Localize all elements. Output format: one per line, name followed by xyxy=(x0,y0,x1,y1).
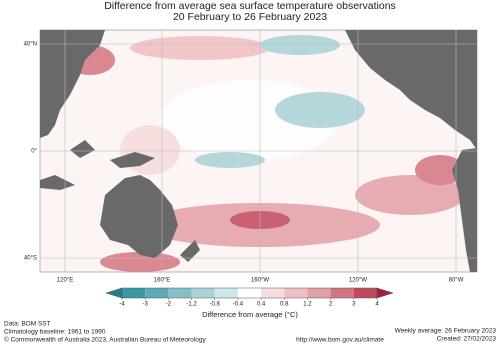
colorbar-tick-label: 4 xyxy=(375,302,379,308)
colorbar-segment xyxy=(261,288,285,298)
footer-baseline: Climatology baseline: 1961 to 1990 xyxy=(4,329,106,336)
colorbar-segment xyxy=(330,288,354,298)
footer-url: http://www.bom.gov.au/climate xyxy=(296,337,384,344)
colorbar-tick-label: -4 xyxy=(119,302,125,308)
colorbar-tick-label: -0.4 xyxy=(233,302,244,308)
lat-label: 0° xyxy=(31,149,37,155)
colorbar-segment xyxy=(237,288,262,298)
lon-label: 160°W xyxy=(251,278,269,284)
graticule xyxy=(40,30,477,272)
lon-label: 80°W xyxy=(449,278,464,284)
colorbar-segment xyxy=(122,288,146,298)
colorbar-tick-label: 0.4 xyxy=(257,302,266,308)
colorbar-label: Difference from average (°C) xyxy=(202,310,298,319)
title: Difference from average sea surface temp… xyxy=(104,0,396,12)
lon-label: 120°E xyxy=(57,278,73,284)
land xyxy=(40,30,477,272)
colorbar-segment xyxy=(307,288,331,298)
lat-label: 40°S xyxy=(24,256,37,262)
colorbar-tick-label: -1.2 xyxy=(186,302,197,308)
lon-label: 120°W xyxy=(349,278,367,284)
colorbar: -4 -3 -2 -1.2 -0.8 -0.4 0.4 0.8 1.2 2 3 4 xyxy=(105,287,394,308)
subtitle: 20 February to 26 February 2023 xyxy=(173,11,327,23)
colorbar-tick-label: 0.8 xyxy=(280,302,289,308)
colorbar-segment xyxy=(284,288,308,298)
colorbar-tick-label: 3 xyxy=(352,302,356,308)
footer-created: Created: 27/02/2023 xyxy=(437,336,497,343)
colorbar-tick-label: -3 xyxy=(143,302,149,308)
colorbar-segment xyxy=(214,288,238,298)
colorbar-segment xyxy=(191,288,215,298)
colorbar-extend xyxy=(376,287,394,299)
colorbar-tick-label: -2 xyxy=(166,302,172,308)
anomaly-field xyxy=(65,35,465,272)
colorbar-tick-label: -0.8 xyxy=(210,302,221,308)
footer-copyright: © Commonwealth of Australia 2023, Austra… xyxy=(4,336,206,344)
colorbar-extend xyxy=(105,287,123,299)
colorbar-tick-label: 2 xyxy=(329,302,333,308)
footer-weekly: Weekly average: 26 February 2023 xyxy=(395,328,497,335)
colorbar-frame xyxy=(121,287,378,299)
lon-label: 160°E xyxy=(154,278,170,284)
colorbar-tick-label: 1.2 xyxy=(303,302,312,308)
colorbar-segment xyxy=(145,288,169,298)
colorbar-segment xyxy=(353,288,377,298)
map: 40°N 0° 40°S 120°E 160°E 160°W 120°W 80°… xyxy=(24,29,478,284)
colorbar-segment xyxy=(168,288,192,298)
lat-label: 40°N xyxy=(24,42,37,48)
footer-data: Data: BOM SST xyxy=(4,321,51,328)
